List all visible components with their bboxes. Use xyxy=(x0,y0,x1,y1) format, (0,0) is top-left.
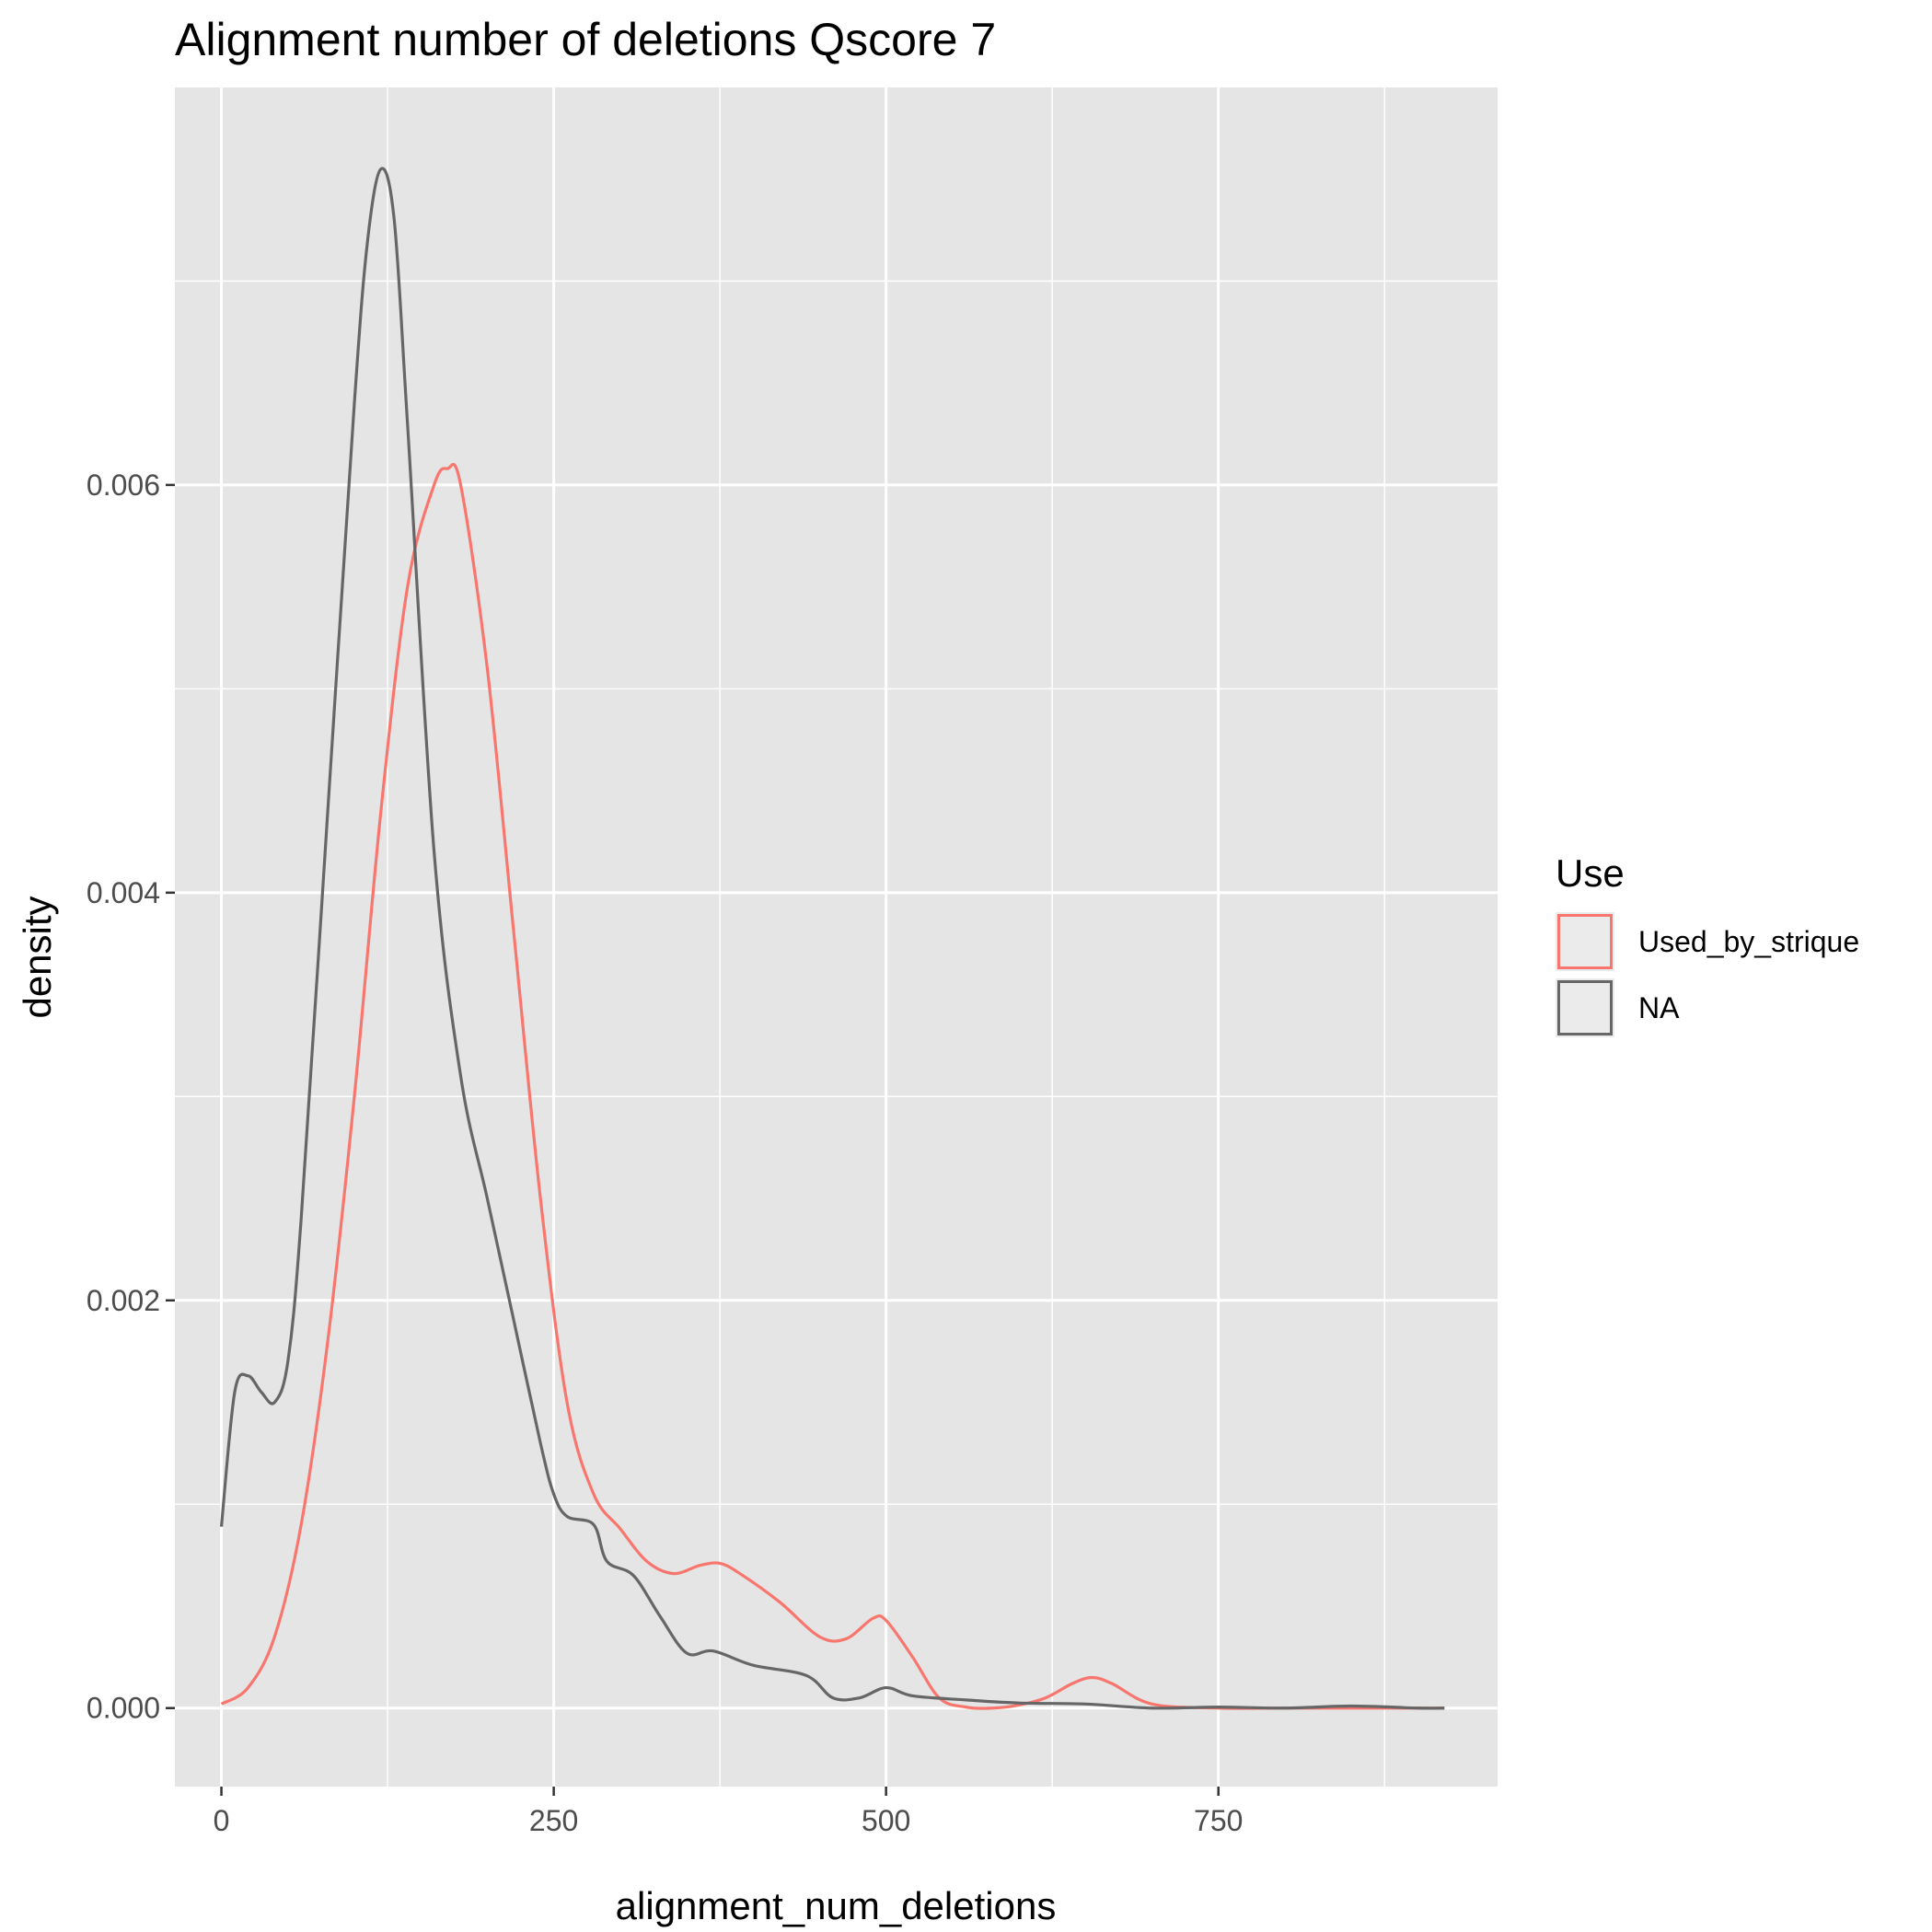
legend-title: Use xyxy=(1556,851,1625,895)
legend-label-na: NA xyxy=(1638,990,1680,1024)
y-tick-label: 0.006 xyxy=(87,469,160,502)
y-tick-label: 0.004 xyxy=(87,876,160,909)
series-line-used-by-strique xyxy=(220,462,1445,1710)
legend-item-used-by-strique: Used_by_strique xyxy=(1556,908,1924,975)
legend-swatch-na xyxy=(1557,980,1613,1035)
minor-grid xyxy=(175,87,1498,1787)
y-tick-label: 0.000 xyxy=(87,1692,160,1725)
x-tick-label: 250 xyxy=(529,1804,578,1837)
legend-item-na: NA xyxy=(1556,975,1924,1041)
legend-swatch-used-by-strique xyxy=(1557,914,1613,969)
axis-ticks: 0 250 500 750 0.000 0.002 0.004 0.006 xyxy=(87,469,1243,1837)
x-tick-label: 0 xyxy=(214,1804,230,1837)
major-grid xyxy=(175,87,1498,1787)
x-tick-label: 750 xyxy=(1194,1804,1243,1837)
x-axis-title: alignment_num_deletions xyxy=(616,1884,1057,1927)
plot-panel xyxy=(175,87,1498,1787)
legend-key-na xyxy=(1556,978,1614,1037)
y-axis-title: density xyxy=(16,896,59,1018)
legend: Use Used_by_strique NA xyxy=(1556,851,1924,1041)
legend-key-used-by-strique xyxy=(1556,912,1614,971)
y-tick-label: 0.002 xyxy=(87,1284,160,1317)
x-tick-label: 500 xyxy=(862,1804,910,1837)
chart-title: Alignment number of deletions Qscore 7 xyxy=(175,14,997,65)
legend-label-used-by-strique: Used_by_strique xyxy=(1638,924,1860,958)
series-layer xyxy=(219,167,1445,1710)
series-line-na xyxy=(219,167,1445,1710)
